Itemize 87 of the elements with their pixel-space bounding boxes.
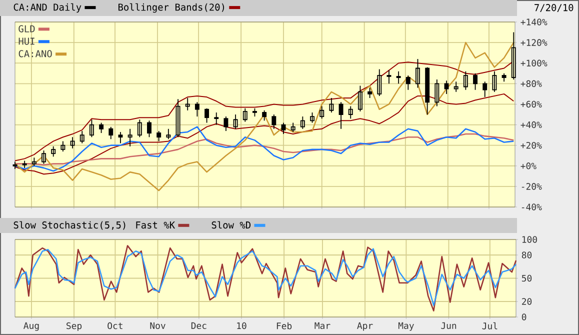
x-tick-label: Apr: [357, 322, 373, 331]
y-tick-label: 0: [522, 314, 526, 320]
y-tick-label: +120%: [520, 39, 548, 46]
candlestick: [310, 112, 314, 124]
candlestick: [32, 157, 36, 166]
legend-label: CA:ANO: [18, 50, 52, 58]
candlestick: [425, 66, 430, 115]
x-tick-label: Aug: [24, 322, 39, 331]
candlestick: [108, 126, 114, 140]
legend-label: CA:AND Daily: [14, 3, 82, 13]
x-tick-label: Jun: [441, 322, 456, 330]
candlestick: [80, 130, 84, 144]
x-tick-label: Mar: [314, 322, 330, 330]
candlestick: [281, 122, 286, 134]
candlestick: [51, 146, 56, 158]
candlestick: [454, 81, 458, 92]
candlestick: [444, 80, 449, 94]
candlestick: [147, 120, 152, 138]
candlestick: [290, 122, 296, 132]
candlestick: [502, 72, 506, 82]
x-tick-label: Feb: [276, 322, 292, 330]
text: 7/20/10: [534, 4, 574, 12]
candlestick: [492, 70, 497, 92]
candlestick: [262, 110, 267, 122]
candlestick: [70, 136, 75, 149]
y-tick-label: +40%: [520, 121, 542, 128]
legend-label: HUI: [18, 38, 34, 45]
candlestick: [42, 150, 46, 164]
y-tick-label: -40%: [522, 204, 542, 210]
y-tick-label: +0%: [520, 162, 536, 170]
candlestick: [348, 106, 353, 120]
legend-label: GLD: [18, 25, 35, 32]
legend-label: Fast %K: [136, 222, 176, 229]
y-tick-label: -20%: [522, 183, 542, 190]
candlestick: [329, 98, 334, 113]
candlestick: [233, 114, 238, 130]
candlestick: [185, 98, 190, 111]
y-tick-label: 50: [522, 274, 532, 282]
candlestick: [194, 102, 200, 117]
candlestick: [416, 58, 420, 88]
candlestick: [99, 122, 104, 134]
candlestick: [338, 102, 344, 130]
x-tick-label: Oct: [108, 322, 122, 330]
candlestick: [156, 130, 162, 142]
candlestick: [204, 108, 210, 124]
candlestick: [137, 119, 142, 138]
candlestick: [89, 119, 94, 138]
x-tick-label: Dec: [191, 322, 206, 330]
candlestick: [128, 128, 132, 147]
legend-label: Slow %D: [212, 221, 250, 229]
y-tick-label: +100%: [520, 60, 548, 66]
candlestick: [434, 79, 440, 107]
candlestick: [118, 132, 123, 144]
line-series: [14, 126, 514, 172]
chart-title: Slow Stochastic(5,5): [14, 221, 126, 230]
candlestick: [320, 106, 324, 120]
y-tick-label: 20: [522, 298, 532, 305]
x-tick-label: 10: [237, 322, 246, 330]
candlestick: [482, 81, 488, 98]
candlestick: [463, 70, 468, 90]
candlestick: [166, 128, 171, 140]
candlestick: [242, 108, 248, 122]
candlestick: [22, 160, 27, 168]
candlestick: [406, 74, 410, 90]
candlestick: [473, 72, 478, 90]
y-tick-label: +20%: [520, 142, 542, 149]
candlestick: [214, 112, 219, 126]
candlestick: [386, 70, 392, 84]
candlestick: [252, 108, 257, 117]
x-tick-label: Jul: [482, 322, 498, 330]
x-tick-label: Nov: [150, 322, 166, 330]
y-tick-label: +140%: [520, 18, 548, 26]
x-tick-label: Sep: [66, 322, 82, 331]
candlestick: [377, 68, 382, 96]
y-tick-label: +80%: [520, 80, 542, 88]
y-tick-label: 80: [522, 252, 532, 258]
legend-label: Bollinger Bands(20): [118, 3, 224, 13]
y-tick-label: 100: [522, 236, 537, 243]
candlestick: [300, 116, 305, 130]
y-tick-label: +60%: [520, 100, 542, 108]
x-tick-label: May: [398, 322, 414, 331]
candlestick: [272, 114, 276, 130]
candlestick: [396, 70, 401, 84]
candlestick: [358, 85, 362, 112]
candlestick: [368, 87, 372, 98]
candlestick: [224, 116, 228, 132]
candlestick: [60, 140, 66, 152]
